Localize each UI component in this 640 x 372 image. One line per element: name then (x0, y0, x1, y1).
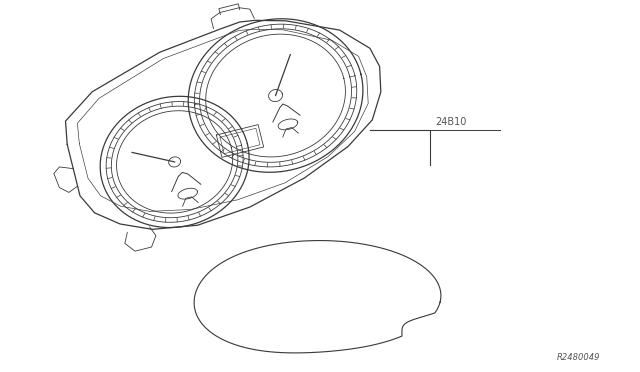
Text: R2480049: R2480049 (557, 353, 600, 362)
Text: 24B10: 24B10 (435, 117, 467, 127)
